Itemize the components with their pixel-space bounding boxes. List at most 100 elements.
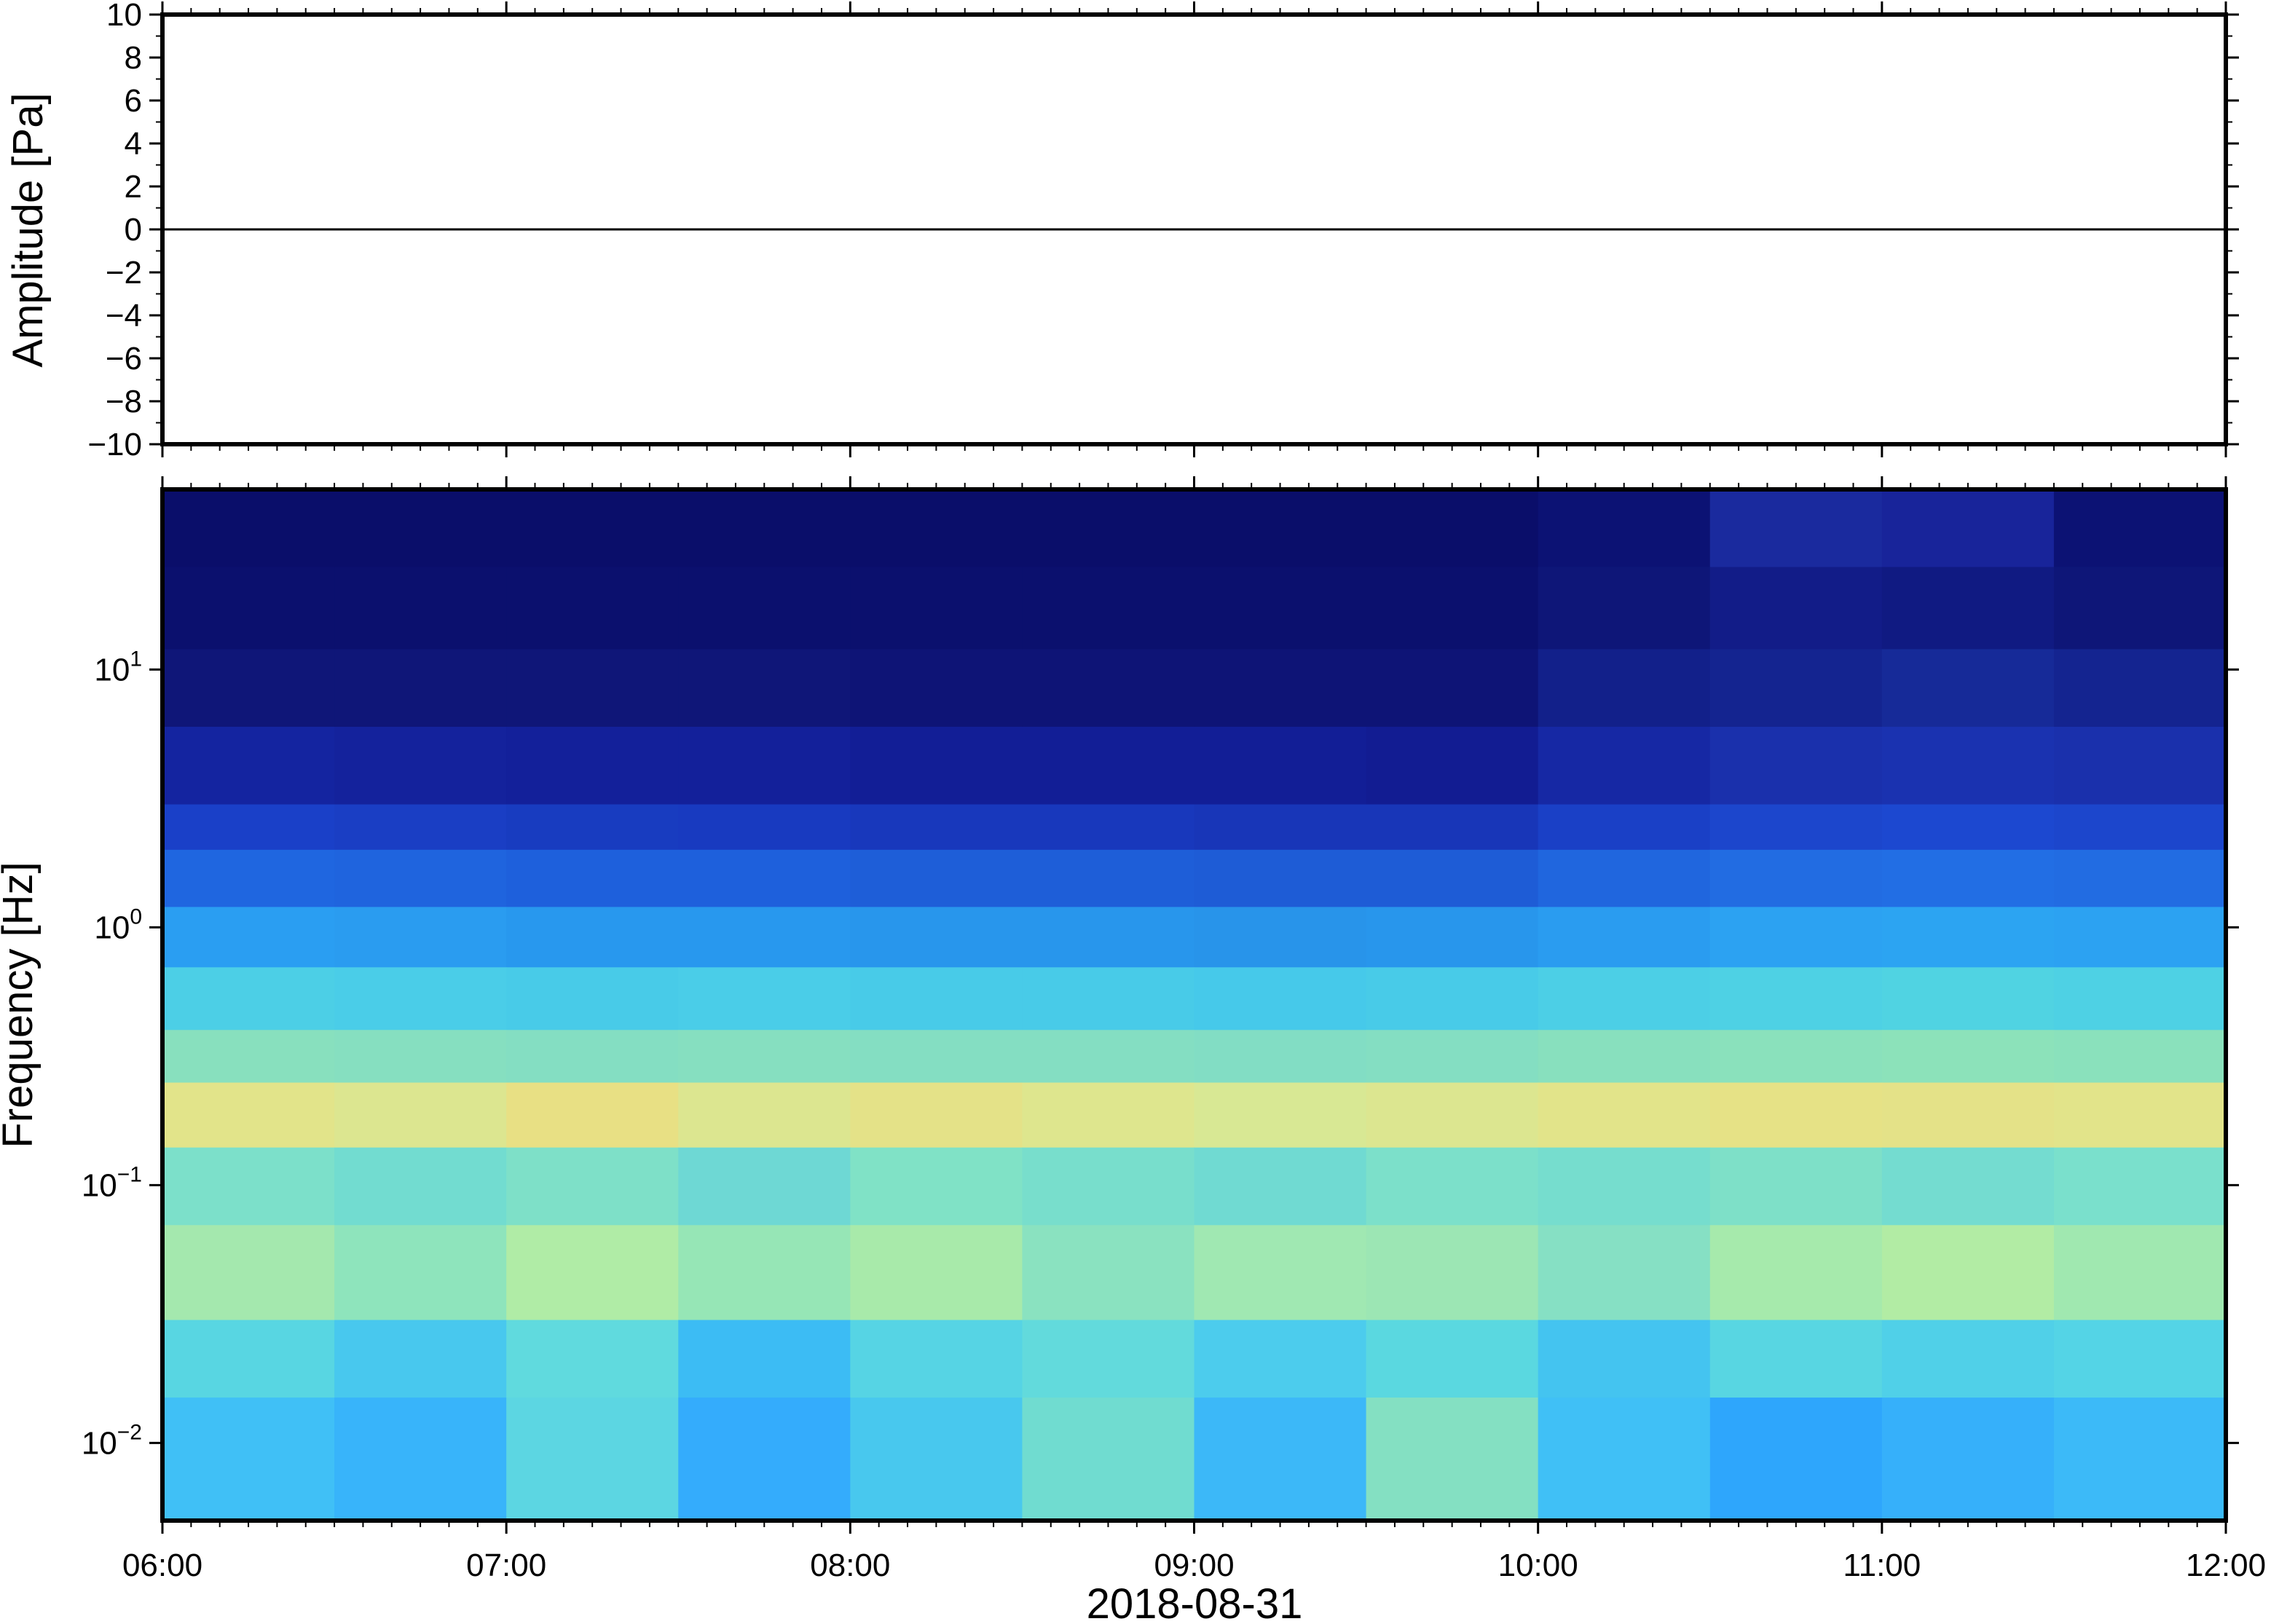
spectrogram-cell — [162, 649, 335, 728]
spectrogram-cell — [506, 1398, 679, 1521]
spectrogram-cell — [162, 1082, 335, 1148]
spectrogram-cell — [506, 649, 679, 728]
spectrogram-cell — [1709, 1030, 1883, 1084]
spectrogram-cell — [162, 804, 335, 851]
spectrogram-cell — [1022, 1082, 1194, 1148]
y-tick-label: 100 — [94, 904, 142, 945]
spectrogram-cell — [1022, 1147, 1194, 1226]
y-tick-mantissa: 10 — [94, 910, 130, 945]
spectrogram-cell — [850, 489, 1023, 568]
spectrogram-cell — [1194, 1398, 1367, 1521]
spectrogram-cell — [1881, 1225, 2055, 1321]
spectrogram-cell — [162, 967, 335, 1030]
spectrogram-cell — [850, 567, 1023, 650]
spectrogram-cell — [1881, 1030, 2055, 1084]
spectrogram-cell — [1538, 1030, 1711, 1084]
spectrogram-cell — [162, 1398, 335, 1521]
spectrogram-cell — [1194, 907, 1367, 968]
y-axis-label: Amplitude [Pa] — [4, 92, 52, 367]
spectrogram-cell — [1022, 489, 1194, 568]
spectrogram-cell — [1366, 967, 1539, 1030]
y-tick-label: 0 — [125, 212, 142, 248]
spectrogram-cell — [1022, 726, 1194, 805]
spectrogram-cell — [678, 1147, 851, 1226]
spectrogram-cell — [1366, 1225, 1539, 1321]
spectrogram-cell — [162, 726, 335, 805]
y-tick-label: −2 — [106, 255, 142, 291]
spectrogram-cell — [1881, 804, 2055, 851]
spectrogram-cell — [1881, 967, 2055, 1030]
spectrogram-cell — [2053, 1030, 2227, 1084]
spectrogram-cell — [334, 1225, 507, 1321]
spectrogram-cell — [678, 907, 851, 968]
spectrogram-cell — [162, 489, 335, 568]
spectrogram-cell — [1366, 849, 1539, 907]
spectrogram-cell — [1881, 1147, 2055, 1226]
spectrogram-cell — [1022, 1225, 1194, 1321]
spectrogram-cell — [506, 967, 679, 1030]
spectrogram-cell — [2053, 1398, 2227, 1521]
spectrogram-cell — [1022, 849, 1194, 907]
spectrogram-cell — [1366, 1030, 1539, 1084]
spectrogram-cell — [1366, 649, 1539, 728]
spectrogram-cell — [678, 489, 851, 568]
spectrogram-cell — [850, 804, 1023, 851]
spectrogram-cell — [678, 1225, 851, 1321]
spectrogram-cell — [2053, 849, 2227, 907]
spectrogram-cell — [850, 1320, 1023, 1398]
spectrogram-cell — [1366, 1082, 1539, 1148]
spectrogram-cell — [334, 967, 507, 1030]
spectrogram-cell — [2053, 1225, 2227, 1321]
spectrogram-cell — [1881, 649, 2055, 728]
spectrogram-cell — [506, 1225, 679, 1321]
spectrogram-cell — [678, 804, 851, 851]
x-tick-label: 10:00 — [1498, 1548, 1578, 1583]
spectrogram-cell — [1022, 907, 1194, 968]
spectrogram-cell — [1538, 489, 1711, 568]
x-tick-label: 12:00 — [2186, 1548, 2266, 1583]
spectrogram-cell — [1709, 489, 1883, 568]
spectrogram-cell — [506, 1030, 679, 1084]
spectrogram-cell — [1366, 726, 1539, 805]
spectrogram-cell — [850, 1030, 1023, 1084]
spectrogram-cell — [1194, 804, 1367, 851]
spectrogram-cell — [506, 726, 679, 805]
spectrogram-cell — [1366, 804, 1539, 851]
spectrogram-cell — [850, 849, 1023, 907]
spectrogram-cell — [1538, 726, 1711, 805]
y-tick-label: 8 — [125, 40, 142, 76]
spectrogram-cell — [334, 726, 507, 805]
spectrogram-cell — [1538, 1225, 1711, 1321]
spectrogram-cell — [678, 1398, 851, 1521]
spectrogram-cell — [1881, 489, 2055, 568]
spectrogram-cell — [1022, 1398, 1194, 1521]
spectrogram-cell — [1366, 567, 1539, 650]
y-tick-label: 2 — [125, 169, 142, 205]
spectrogram-cell — [1366, 907, 1539, 968]
spectrogram-cell — [2053, 567, 2227, 650]
spectrogram-cell — [334, 804, 507, 851]
spectrogram-cell — [1022, 967, 1194, 1030]
spectrogram-cell — [1022, 649, 1194, 728]
spectrogram-cell — [850, 649, 1023, 728]
spectrogram-cell — [506, 907, 679, 968]
x-tick-label: 11:00 — [1843, 1548, 1921, 1583]
spectrogram-cell — [334, 1320, 507, 1398]
spectrogram-cell — [1709, 1320, 1883, 1398]
spectrogram-cell — [1881, 726, 2055, 805]
spectrogram-cell — [1194, 1320, 1367, 1398]
spectrogram-cell — [1538, 649, 1711, 728]
spectrogram-cell — [1709, 1147, 1883, 1226]
y-tick-label: 101 — [94, 647, 142, 687]
spectrogram-cell — [506, 489, 679, 568]
spectrogram-cell — [2053, 907, 2227, 968]
spectrogram-cell — [334, 489, 507, 568]
spectrogram-cell — [1709, 1082, 1883, 1148]
spectrogram-cell — [850, 1225, 1023, 1321]
spectrogram-cell — [1194, 567, 1367, 650]
spectrogram-cell — [2053, 726, 2227, 805]
spectrogram-cell — [1881, 1320, 2055, 1398]
y-tick-exponent: 0 — [130, 904, 142, 929]
y-tick-label: −4 — [106, 298, 142, 334]
y-tick-exponent: 1 — [130, 647, 142, 671]
